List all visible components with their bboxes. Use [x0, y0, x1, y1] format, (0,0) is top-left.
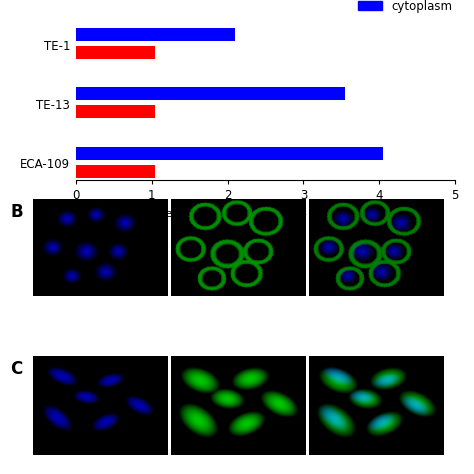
Bar — [76, 105, 155, 118]
Bar — [76, 28, 235, 41]
Text: B: B — [10, 202, 23, 220]
Legend: cytoplasm: cytoplasm — [353, 0, 457, 18]
Bar — [76, 164, 155, 178]
X-axis label: relative hsa_circ_0067934 expression: relative hsa_circ_0067934 expression — [161, 208, 370, 219]
Text: C: C — [10, 360, 23, 377]
Bar — [76, 87, 345, 100]
Bar — [76, 46, 155, 59]
Bar — [76, 147, 383, 160]
